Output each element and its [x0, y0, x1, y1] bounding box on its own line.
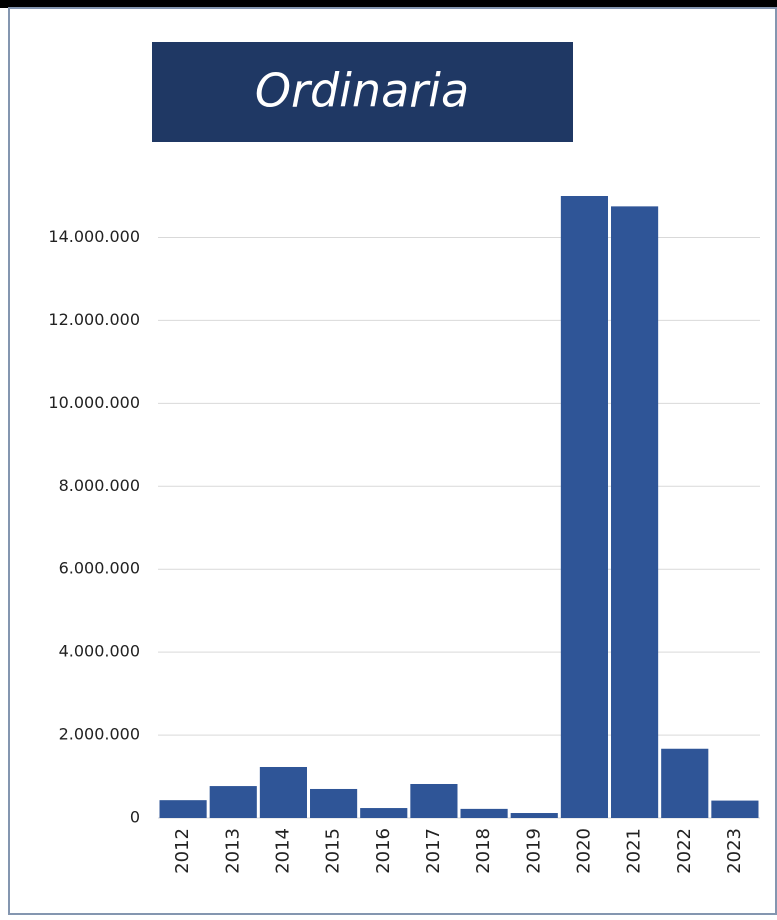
bar [711, 800, 759, 818]
y-tick-label: 14.000.000 [48, 227, 140, 246]
bar [310, 788, 358, 818]
x-tick-label: 2022 [674, 828, 695, 874]
x-tick-label: 2015 [323, 828, 344, 874]
bar [209, 786, 257, 818]
x-tick-label: 2013 [222, 828, 243, 874]
bar [460, 808, 508, 818]
x-tick-label: 2019 [523, 828, 544, 874]
top-bar [0, 0, 777, 8]
y-tick-label: 8.000.000 [59, 476, 140, 495]
bar [560, 196, 608, 818]
title-box [152, 42, 573, 142]
x-tick-label: 2014 [272, 828, 293, 874]
bar [510, 813, 558, 818]
frame [8, 7, 777, 915]
y-tick-label: 0 [130, 808, 140, 827]
x-tick-label: 2012 [172, 828, 193, 874]
bar [259, 766, 307, 818]
y-tick-label: 2.000.000 [59, 725, 140, 744]
x-tick-label: 2017 [423, 828, 444, 874]
x-tick-label: 2020 [573, 828, 594, 874]
y-tick-label: 6.000.000 [59, 559, 140, 578]
x-tick-label: 2021 [624, 828, 645, 874]
y-tick-label: 12.000.000 [48, 310, 140, 329]
y-tick-label: 4.000.000 [59, 642, 140, 661]
x-tick-label: 2018 [473, 828, 494, 874]
bar [661, 748, 709, 818]
chart-title: Ordinaria [255, 64, 469, 118]
x-tick-label: 2016 [373, 828, 394, 874]
bar [611, 206, 659, 818]
bar [159, 800, 207, 818]
x-tick-label: 2023 [724, 828, 745, 874]
y-tick-label: 10.000.000 [48, 393, 140, 412]
bar [360, 808, 408, 818]
bar [410, 783, 458, 818]
